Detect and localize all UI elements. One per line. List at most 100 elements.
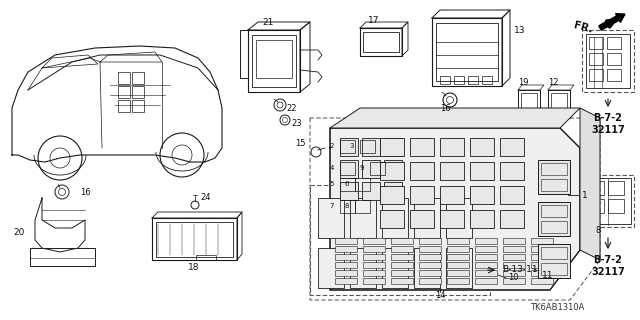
- Bar: [132, 100, 144, 112]
- Bar: [363, 32, 399, 52]
- Bar: [475, 262, 497, 268]
- Text: 12: 12: [548, 77, 559, 86]
- Text: 21: 21: [262, 18, 274, 27]
- Bar: [363, 254, 385, 260]
- Bar: [588, 199, 604, 213]
- Bar: [363, 278, 385, 284]
- Bar: [382, 198, 408, 238]
- Bar: [340, 200, 355, 213]
- Bar: [541, 163, 567, 175]
- Bar: [363, 238, 385, 244]
- Text: 20: 20: [13, 228, 25, 236]
- Bar: [531, 254, 553, 260]
- Bar: [500, 210, 524, 228]
- Bar: [152, 218, 237, 260]
- Bar: [447, 238, 469, 244]
- Bar: [419, 270, 441, 276]
- Text: FR.: FR.: [573, 21, 594, 35]
- Bar: [589, 69, 603, 81]
- Text: 5: 5: [330, 181, 334, 187]
- Bar: [503, 254, 525, 260]
- Bar: [391, 246, 413, 252]
- Bar: [548, 90, 570, 118]
- Bar: [118, 72, 130, 84]
- Bar: [335, 270, 357, 276]
- Bar: [419, 246, 441, 252]
- Bar: [391, 270, 413, 276]
- Polygon shape: [330, 128, 580, 290]
- Bar: [503, 238, 525, 244]
- Bar: [384, 160, 402, 178]
- Bar: [447, 270, 469, 276]
- Bar: [340, 160, 358, 178]
- Bar: [475, 246, 497, 252]
- Bar: [335, 278, 357, 284]
- Text: B-13-11: B-13-11: [502, 266, 538, 275]
- Bar: [391, 278, 413, 284]
- Bar: [340, 140, 355, 153]
- Bar: [360, 140, 375, 153]
- Bar: [500, 162, 524, 180]
- Text: 32117: 32117: [591, 125, 625, 135]
- Bar: [350, 248, 376, 288]
- Bar: [500, 138, 524, 156]
- Text: 6: 6: [344, 181, 349, 187]
- Text: B-7-2: B-7-2: [593, 113, 623, 123]
- Bar: [391, 254, 413, 260]
- Bar: [475, 270, 497, 276]
- Bar: [470, 210, 494, 228]
- Bar: [419, 238, 441, 244]
- Bar: [541, 179, 567, 191]
- Text: 15: 15: [296, 139, 306, 148]
- Bar: [370, 162, 385, 175]
- Bar: [355, 200, 370, 213]
- Bar: [30, 248, 95, 266]
- Bar: [447, 254, 469, 260]
- Bar: [503, 278, 525, 284]
- Bar: [608, 181, 624, 195]
- Bar: [589, 53, 603, 65]
- Bar: [335, 262, 357, 268]
- Bar: [447, 262, 469, 268]
- Bar: [340, 182, 358, 200]
- Bar: [468, 76, 478, 84]
- Text: B-7-2: B-7-2: [593, 255, 623, 265]
- Bar: [362, 160, 380, 178]
- Bar: [482, 76, 492, 84]
- Bar: [518, 90, 540, 118]
- Bar: [419, 254, 441, 260]
- Bar: [538, 202, 570, 236]
- Bar: [362, 182, 380, 200]
- Bar: [380, 210, 404, 228]
- Bar: [340, 138, 358, 156]
- Text: 4: 4: [330, 165, 334, 171]
- Bar: [196, 255, 216, 260]
- Bar: [531, 238, 553, 244]
- Bar: [475, 238, 497, 244]
- Bar: [607, 69, 621, 81]
- Bar: [470, 186, 494, 204]
- Bar: [531, 278, 553, 284]
- Bar: [132, 86, 144, 98]
- Bar: [310, 185, 490, 295]
- Bar: [335, 238, 357, 244]
- Bar: [363, 270, 385, 276]
- Bar: [410, 162, 434, 180]
- Bar: [335, 246, 357, 252]
- Text: TK6AB1310A: TK6AB1310A: [530, 303, 584, 313]
- Bar: [541, 247, 567, 259]
- Bar: [503, 262, 525, 268]
- Bar: [538, 244, 570, 278]
- Bar: [391, 238, 413, 244]
- Text: 10: 10: [508, 274, 518, 283]
- Bar: [607, 53, 621, 65]
- Bar: [414, 248, 440, 288]
- Bar: [380, 138, 404, 156]
- Text: 22: 22: [287, 103, 297, 113]
- Bar: [350, 198, 376, 238]
- Bar: [362, 138, 380, 156]
- Bar: [419, 278, 441, 284]
- Bar: [335, 254, 357, 260]
- Bar: [447, 278, 469, 284]
- Text: 9: 9: [360, 165, 364, 171]
